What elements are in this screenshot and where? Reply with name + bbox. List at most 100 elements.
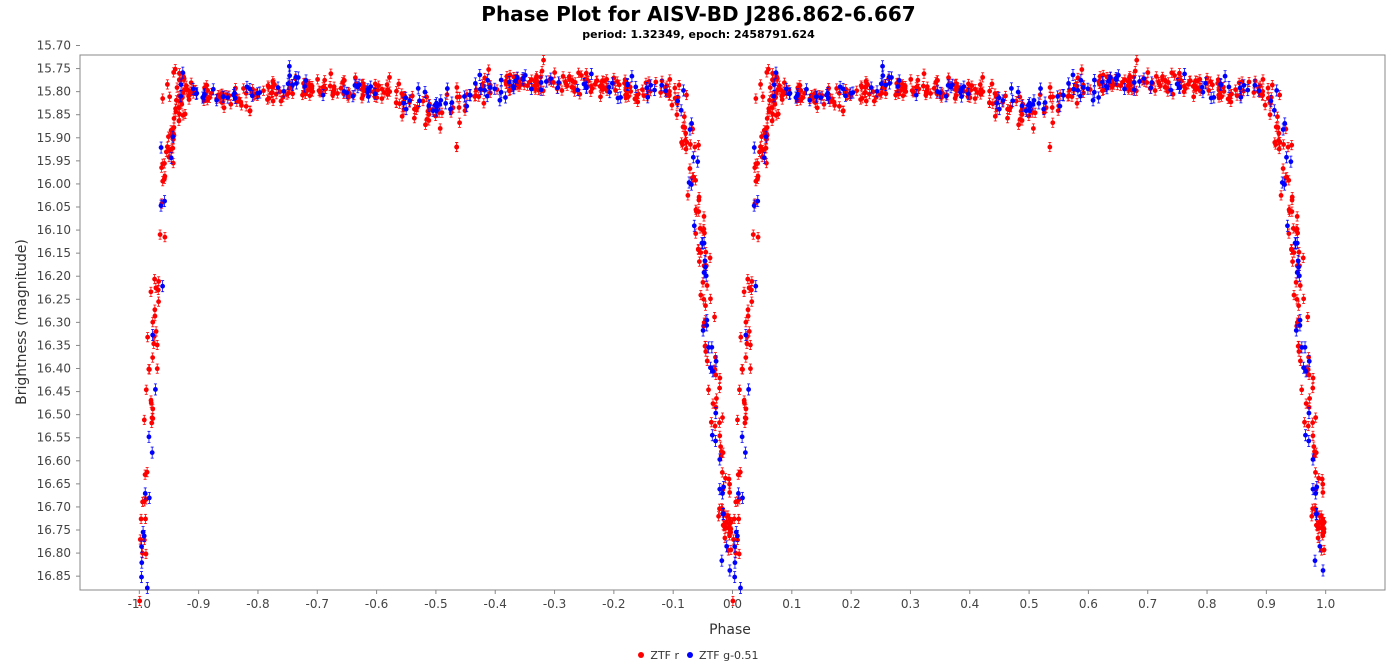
data-point xyxy=(168,155,174,161)
data-point xyxy=(678,107,684,113)
data-point xyxy=(284,92,290,97)
data-point xyxy=(1103,83,1109,89)
data-point xyxy=(150,319,156,325)
data-point xyxy=(915,77,921,83)
data-point xyxy=(883,91,889,97)
y-tick-label: 15.70 xyxy=(37,39,71,53)
data-point xyxy=(457,120,462,126)
data-point xyxy=(167,94,173,100)
data-point xyxy=(700,279,706,285)
data-point xyxy=(577,91,583,97)
data-point xyxy=(920,83,926,89)
data-point xyxy=(707,255,713,261)
data-point xyxy=(563,81,569,87)
data-point xyxy=(703,264,708,270)
data-point xyxy=(943,93,949,99)
data-point xyxy=(1097,73,1103,79)
data-point xyxy=(921,71,927,77)
data-point xyxy=(1193,78,1199,84)
data-point xyxy=(717,486,723,492)
data-point xyxy=(1285,144,1291,150)
y-ticks: 15.70 15.75 15.80 15.85 15.90 15.95 16.00 16.05… xyxy=(37,39,80,583)
data-point xyxy=(832,102,838,108)
data-point xyxy=(559,88,565,93)
data-point xyxy=(467,92,473,98)
data-point xyxy=(1037,92,1043,98)
data-point xyxy=(727,516,732,522)
data-point xyxy=(1172,73,1177,78)
data-point xyxy=(978,87,984,93)
data-point xyxy=(1238,94,1244,100)
data-point xyxy=(1079,67,1085,72)
data-point xyxy=(616,82,622,88)
data-point xyxy=(886,74,892,80)
data-point xyxy=(327,83,333,89)
data-point xyxy=(1275,114,1280,120)
data-point xyxy=(1066,81,1071,86)
data-point xyxy=(156,299,161,305)
data-point xyxy=(696,142,701,148)
data-point xyxy=(1156,81,1162,87)
data-point xyxy=(153,285,159,291)
data-point xyxy=(722,535,728,541)
data-point xyxy=(270,98,276,104)
data-point xyxy=(188,80,194,86)
data-point xyxy=(727,490,733,495)
x-tick-label: 0.5 xyxy=(1020,597,1039,611)
y-tick-label: 16.30 xyxy=(37,315,71,329)
data-point xyxy=(1241,82,1247,88)
x-tick-label: 0.7 xyxy=(1138,597,1157,611)
data-point xyxy=(1271,107,1277,113)
data-point xyxy=(708,419,714,425)
data-point xyxy=(658,90,664,95)
data-point xyxy=(693,231,699,236)
data-point xyxy=(996,106,1002,112)
x-tick-label: 0.0 xyxy=(723,597,742,611)
y-tick-label: 16.05 xyxy=(37,200,71,214)
data-point xyxy=(717,385,723,391)
data-point xyxy=(139,574,144,580)
data-point xyxy=(454,144,460,150)
data-point xyxy=(444,92,450,98)
data-point xyxy=(588,89,594,95)
data-point xyxy=(700,228,706,234)
data-point xyxy=(393,100,399,105)
data-point xyxy=(379,86,385,92)
data-point xyxy=(623,95,629,100)
data-point xyxy=(683,138,688,143)
data-point xyxy=(556,80,561,85)
data-point xyxy=(863,98,869,104)
data-point xyxy=(692,144,698,150)
data-point xyxy=(412,106,417,112)
data-point xyxy=(858,97,864,102)
data-point xyxy=(1320,481,1326,487)
data-point xyxy=(749,278,755,284)
data-point xyxy=(518,82,524,88)
data-point xyxy=(396,81,402,87)
data-point xyxy=(923,89,929,94)
data-point xyxy=(170,134,176,140)
data-point xyxy=(681,114,687,120)
data-point xyxy=(430,108,436,114)
data-point xyxy=(142,491,148,496)
data-point xyxy=(162,234,168,240)
data-point xyxy=(1237,85,1243,91)
data-point xyxy=(407,98,413,103)
data-point xyxy=(797,82,803,88)
data-point xyxy=(1049,105,1055,110)
data-point xyxy=(149,415,155,421)
data-point xyxy=(1091,89,1097,95)
data-point xyxy=(150,355,156,360)
data-point xyxy=(713,372,719,378)
data-point xyxy=(166,134,171,140)
data-point xyxy=(1000,98,1006,103)
data-point xyxy=(1320,568,1326,573)
data-point xyxy=(745,276,751,282)
data-point xyxy=(858,83,864,89)
data-point xyxy=(290,82,295,88)
data-point xyxy=(1144,80,1150,85)
y-tick-label: 16.15 xyxy=(37,246,71,260)
data-point xyxy=(798,97,803,103)
data-point xyxy=(443,101,449,106)
data-point xyxy=(683,130,689,136)
